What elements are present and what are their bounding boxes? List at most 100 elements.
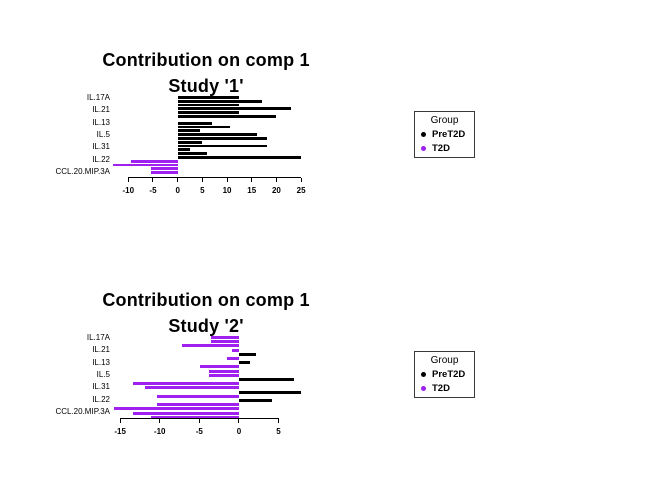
- x-tick-label: 20: [271, 186, 281, 195]
- bar: [156, 403, 239, 407]
- y-axis-label: IL.21: [92, 105, 110, 115]
- bar: [177, 152, 208, 156]
- x-tick-label: -15: [114, 427, 126, 436]
- x-axis-tick: [201, 178, 203, 182]
- bar: [238, 390, 302, 394]
- y-axis-label: IL.22: [92, 394, 110, 404]
- x-axis: -10 -5 0 5 10 15 20 25: [113, 177, 311, 197]
- t2d-dot-icon: [421, 146, 426, 151]
- x-tick-label: 0: [236, 427, 242, 436]
- bar: [177, 125, 230, 129]
- bar: [177, 111, 240, 115]
- bar: [177, 115, 277, 118]
- bar: [177, 133, 257, 137]
- y-axis-labels: IL.17A IL.21 IL.13 IL.5 IL.31 IL.22 CCL.20.MIP…: [0, 45, 672, 285]
- bar: [208, 373, 239, 377]
- legend-entry-pret2d: PreT2D: [421, 369, 474, 380]
- bar: [211, 336, 239, 340]
- x-axis-tick: [198, 419, 200, 423]
- bar: [177, 129, 200, 133]
- bar: [227, 357, 239, 361]
- bar: [130, 159, 178, 163]
- y-axis-label: IL.5: [96, 369, 110, 379]
- legend-entry-pret2d: PreT2D: [421, 129, 474, 140]
- bar: [211, 340, 239, 344]
- y-axis-label: CCL.20.MIP.3A: [55, 406, 110, 416]
- bar: [238, 378, 295, 382]
- x-tick-label: -10: [122, 186, 135, 195]
- legend-box: Group PreT2D T2D: [414, 111, 475, 158]
- bar: [113, 163, 178, 167]
- x-axis-tick: [300, 178, 302, 182]
- bar: [208, 369, 239, 373]
- x-axis-tick: [152, 178, 154, 182]
- x-axis-tick: [278, 419, 280, 423]
- x-axis-tick: [159, 419, 161, 423]
- x-axis-tick: [238, 419, 240, 423]
- bar: [231, 348, 239, 352]
- bar: [151, 415, 239, 419]
- x-tick-label: -10: [153, 427, 166, 436]
- chart-title-line1: Contribution on comp 1: [102, 290, 310, 310]
- bar: [238, 361, 250, 365]
- legend-title: Group: [430, 355, 459, 366]
- y-axis-label: IL.17A: [86, 333, 110, 342]
- bar: [177, 144, 267, 148]
- bar: [177, 121, 213, 125]
- x-tick-label: 0: [175, 186, 180, 195]
- legend-entry-label: T2D: [432, 383, 450, 394]
- bar: [177, 140, 203, 144]
- y-axis-label: IL.5: [96, 129, 110, 139]
- chart-title: Contribution on comp 1 Study '2': [6, 287, 406, 339]
- x-tick-label: -5: [149, 186, 157, 195]
- y-axis-label: IL.17A: [86, 93, 110, 102]
- legend-entry-t2d: T2D: [421, 143, 474, 154]
- y-axis-label: IL.13: [92, 357, 110, 367]
- legend-box: Group PreT2D T2D: [414, 351, 475, 398]
- x-tick-label: -5: [195, 427, 203, 436]
- y-axis-label: IL.31: [92, 382, 110, 392]
- chart-title-line2: Study '2': [168, 316, 244, 336]
- pret2d-dot-icon: [421, 132, 426, 137]
- y-axis-label: IL.22: [92, 154, 110, 164]
- bar: [177, 156, 302, 159]
- bar: [238, 352, 257, 356]
- pret2d-dot-icon: [421, 372, 426, 377]
- chart-study-1: Contribution on comp 1 Study '1' IL.17A I…: [0, 45, 672, 285]
- bar: [177, 103, 240, 107]
- x-axis-tick: [251, 178, 253, 182]
- y-axis-label: IL.13: [92, 117, 110, 127]
- chart-study-2: Contribution on comp 1 Study '2' IL.17A I…: [0, 285, 672, 480]
- x-tick-label: 5: [276, 427, 281, 436]
- x-axis-tick: [177, 178, 179, 182]
- t2d-dot-icon: [421, 386, 426, 391]
- bar: [177, 148, 191, 152]
- x-axis-line: [120, 418, 279, 419]
- bar: [181, 344, 239, 348]
- x-axis-tick: [275, 178, 277, 182]
- bar: [200, 365, 239, 369]
- x-axis-tick: [226, 178, 228, 182]
- y-axis-label: CCL.20.MIP.3A: [55, 166, 110, 176]
- chart-title-line2: Study '1': [168, 76, 244, 96]
- x-tick-label: 10: [222, 186, 232, 195]
- legend-title: Group: [430, 115, 459, 126]
- legend-entry-label: PreT2D: [432, 129, 466, 140]
- x-tick-label: 15: [247, 186, 257, 195]
- legend-entry-label: PreT2D: [432, 369, 466, 380]
- x-axis-tick: [119, 419, 121, 423]
- bar: [177, 99, 262, 103]
- bar: [150, 171, 178, 175]
- bar: [113, 407, 239, 411]
- chart-title: Contribution on comp 1 Study '1': [6, 47, 406, 99]
- bar: [132, 382, 239, 386]
- bar: [144, 386, 239, 390]
- y-axis-label: IL.31: [92, 142, 110, 152]
- chart-title-line1: Contribution on comp 1: [102, 50, 310, 70]
- x-axis: -15 -10 -5 0 5: [113, 418, 311, 438]
- legend-entry-label: T2D: [432, 143, 450, 154]
- bar: [177, 96, 240, 99]
- x-tick-label: 5: [200, 186, 205, 195]
- y-axis-label: IL.21: [92, 345, 110, 355]
